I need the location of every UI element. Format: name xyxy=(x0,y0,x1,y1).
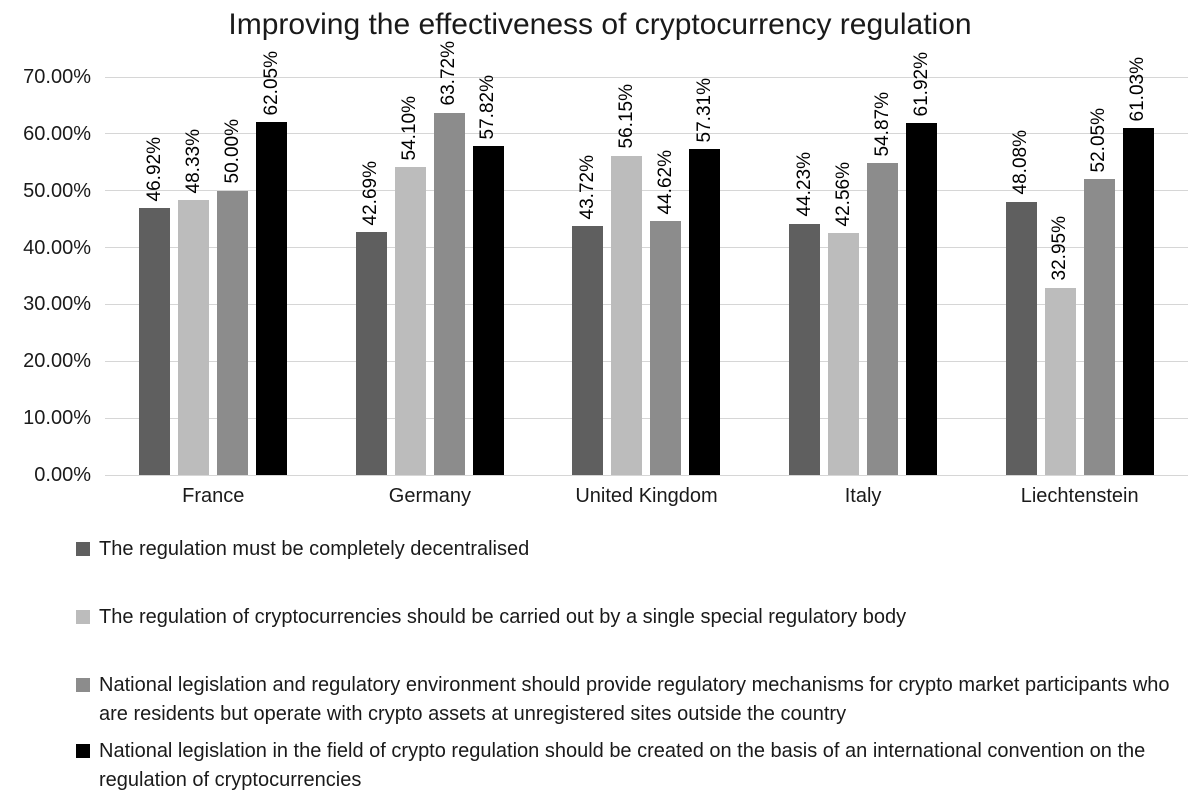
bar-value-label: 48.08% xyxy=(1010,130,1032,195)
y-tick-label: 60.00% xyxy=(23,122,91,145)
bar-value-label: 52.05% xyxy=(1088,107,1110,173)
bar-series-1: 48.08% xyxy=(1005,130,1037,475)
bar-value-label: 62.05% xyxy=(260,50,282,116)
bar-value-label: 42.69% xyxy=(360,160,382,226)
bar-group-united-kingdom: 43.72% 56.15% 44.62% 57.31% xyxy=(538,77,755,475)
x-category-label: Italy xyxy=(844,485,882,507)
bar-series-2: 32.95% xyxy=(1044,216,1076,475)
bar-value-label: 61.92% xyxy=(910,51,932,116)
bar-series-4: 62.05% xyxy=(256,51,288,475)
bar-value-label: 44.62% xyxy=(654,149,676,215)
legend-label: The regulation of cryptocurrencies shoul… xyxy=(99,606,907,628)
bar-value-label: 43.72% xyxy=(576,154,598,220)
bar-series-2: 54.10% xyxy=(394,96,426,475)
gridline xyxy=(105,190,1188,192)
y-tick-label: 30.00% xyxy=(23,293,91,316)
bar-value-label: 48.33% xyxy=(182,128,204,194)
gridline xyxy=(105,474,1188,476)
y-tick-label: 40.00% xyxy=(23,236,91,259)
gridline xyxy=(105,360,1188,362)
x-category-label: France xyxy=(182,485,245,507)
x-category-label: Liechtenstein xyxy=(1020,485,1139,507)
bar-series-4: 57.82% xyxy=(472,75,504,475)
bar-value-label: 63.72% xyxy=(438,41,460,106)
bar-series-4: 61.92% xyxy=(906,52,938,475)
legend-label: National legislation in the field of cry… xyxy=(99,740,1146,791)
bar-value-label: 50.00% xyxy=(221,119,243,184)
legend-label: National legislation and regulatory envi… xyxy=(99,674,1170,725)
bar-series-3: 44.62% xyxy=(650,150,682,475)
plot-region: 0.00% 10.00% 20.00% 30.00% 40.00% 50.00% 60.00… xyxy=(0,41,1200,486)
bar-series-1: 42.69% xyxy=(355,161,387,475)
bar-series-3: 63.72% xyxy=(433,41,465,475)
x-category-label: United Kingdom xyxy=(575,485,718,507)
bar-value-label: 54.10% xyxy=(399,95,421,161)
legend-item-4: National legislation in the field of cry… xyxy=(76,737,1180,795)
bar-group-liechtenstein: 48.08% 32.95% 52.05% 61.03% xyxy=(971,57,1188,475)
y-axis: 0.00% 10.00% 20.00% 30.00% 40.00% 50.00% 60.00… xyxy=(0,66,105,486)
bar-value-label: 57.31% xyxy=(693,77,715,143)
bar-series-4: 57.31% xyxy=(689,78,721,475)
bar-value-label: 42.56% xyxy=(832,161,854,227)
y-tick-label: 50.00% xyxy=(23,179,91,202)
bar-series-1: 46.92% xyxy=(139,137,171,475)
bar-group-germany: 42.69% 54.10% 63.72% 57.82% xyxy=(322,41,539,475)
bar-series-3: 54.87% xyxy=(867,92,899,475)
bar-series-2: 56.15% xyxy=(611,84,643,475)
bar-value-label: 32.95% xyxy=(1049,216,1071,281)
legend-swatch-icon xyxy=(76,678,90,692)
legend-item-1: The regulation must be completely decent… xyxy=(76,535,1180,564)
legend-item-3: National legislation and regulatory envi… xyxy=(76,671,1180,729)
gridline xyxy=(105,133,1188,135)
bar-group-france: 46.92% 48.33% 50.00% 62.05% xyxy=(105,51,322,475)
bar-value-label: 61.03% xyxy=(1127,56,1149,122)
y-tick-label: 20.00% xyxy=(23,350,91,373)
bar-series-2: 48.33% xyxy=(178,129,210,475)
legend-label: The regulation must be completely decent… xyxy=(99,538,530,560)
y-tick-label: 10.00% xyxy=(23,407,91,430)
x-category-label: Germany xyxy=(388,485,472,507)
gridline xyxy=(105,417,1188,419)
plot-area: 46.92% 48.33% 50.00% 62.05% 42.69% 54.10% 63.7… xyxy=(105,41,1188,476)
legend-swatch-icon xyxy=(76,744,90,758)
bar-series-2: 42.56% xyxy=(828,162,860,475)
bar-value-label: 44.23% xyxy=(793,152,815,217)
x-axis: France Germany United Kingdom Italy Liechten… xyxy=(105,485,1188,508)
bar-value-label: 57.82% xyxy=(477,74,499,140)
bar-series-1: 43.72% xyxy=(572,155,604,475)
bar-value-label: 54.87% xyxy=(871,91,893,157)
bar-series-1: 44.23% xyxy=(789,152,821,475)
bar-groups-container: 46.92% 48.33% 50.00% 62.05% 42.69% 54.10% 63.7… xyxy=(105,41,1188,475)
y-tick-label: 0.00% xyxy=(34,464,91,486)
bar-group-italy: 44.23% 42.56% 54.87% 61.92% xyxy=(755,52,972,475)
bar-value-label: 56.15% xyxy=(615,84,637,149)
chart-title: Improving the effectiveness of cryptocur… xyxy=(228,8,972,41)
gridline xyxy=(105,247,1188,249)
bar-series-3: 52.05% xyxy=(1083,108,1115,475)
legend-item-2: The regulation of cryptocurrencies shoul… xyxy=(76,603,1180,632)
bar-series-4: 61.03% xyxy=(1122,57,1154,475)
gridline xyxy=(105,76,1188,78)
gridline xyxy=(105,303,1188,305)
y-tick-label: 70.00% xyxy=(23,66,91,88)
bar-value-label: 46.92% xyxy=(143,136,165,202)
bar-series-3: 50.00% xyxy=(217,119,249,475)
legend: The regulation must be completely decent… xyxy=(76,535,1180,795)
legend-swatch-icon xyxy=(76,542,90,556)
legend-swatch-icon xyxy=(76,610,90,624)
